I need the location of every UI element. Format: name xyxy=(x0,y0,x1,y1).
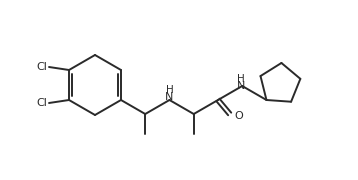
Text: Cl: Cl xyxy=(37,98,48,108)
Text: O: O xyxy=(235,111,243,121)
Text: N: N xyxy=(165,92,174,102)
Text: N: N xyxy=(237,81,246,91)
Text: H: H xyxy=(237,74,245,84)
Text: H: H xyxy=(166,85,173,95)
Text: Cl: Cl xyxy=(37,62,48,72)
